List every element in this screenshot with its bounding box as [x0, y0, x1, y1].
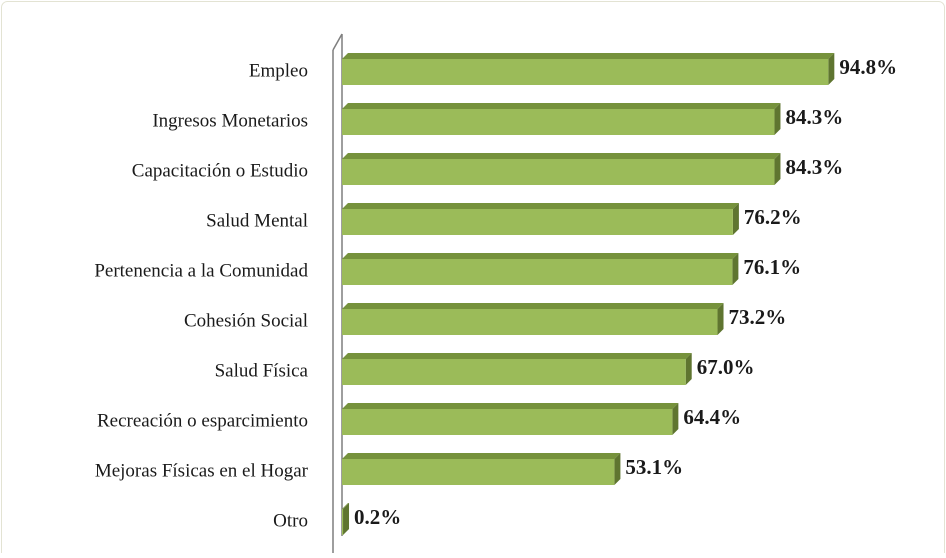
value-label: 73.2%: [729, 305, 787, 329]
bar: [342, 309, 718, 335]
value-label: 84.3%: [785, 105, 843, 129]
category-label: Pertenencia a la Comunidad: [94, 260, 308, 281]
value-label: 84.3%: [785, 155, 843, 179]
value-label: 76.1%: [743, 255, 801, 279]
category-label: Capacitación o Estudio: [132, 160, 308, 181]
bar-side: [672, 403, 679, 435]
bar: [342, 59, 829, 85]
bar: [342, 359, 686, 385]
bar-top: [342, 353, 692, 359]
bar-side: [614, 453, 621, 485]
bar-top: [342, 303, 724, 309]
bar-side: [685, 353, 692, 385]
value-label: 94.8%: [839, 55, 897, 79]
axis-wall-top: [332, 33, 343, 51]
bar-side: [774, 153, 781, 185]
bar-side: [732, 203, 739, 235]
bar-top: [342, 253, 739, 259]
bar-top: [342, 203, 739, 209]
bar: [342, 259, 733, 285]
category-label: Salud Física: [215, 360, 309, 381]
bar: [342, 209, 733, 235]
bar: [342, 109, 775, 135]
bar-top: [342, 103, 781, 109]
bar-top: [342, 153, 781, 159]
bar-side: [828, 53, 835, 85]
category-label: Mejoras Físicas en el Hogar: [95, 460, 309, 481]
category-label: Empleo: [249, 60, 308, 81]
category-label: Otro: [273, 510, 308, 531]
value-label: 76.2%: [744, 205, 802, 229]
bar-top: [342, 53, 835, 59]
bar-top: [342, 403, 679, 409]
bar-top: [342, 453, 621, 459]
value-label: 64.4%: [683, 405, 741, 429]
bar-top: [342, 503, 350, 509]
value-label: 67.0%: [697, 355, 755, 379]
bar-side: [717, 303, 724, 335]
category-label: Recreación o esparcimiento: [97, 410, 308, 431]
category-label: Cohesión Social: [184, 310, 308, 331]
bar: [342, 509, 344, 535]
value-label: 0.2%: [354, 505, 401, 529]
bar: [342, 459, 615, 485]
category-label: Ingresos Monetarios: [152, 110, 308, 131]
bar-side: [732, 253, 739, 285]
bar: [342, 159, 775, 185]
bar-side: [343, 503, 350, 535]
bar-side: [774, 103, 781, 135]
bar: [342, 409, 673, 435]
value-label: 53.1%: [625, 455, 683, 479]
category-label: Salud Mental: [206, 210, 308, 231]
